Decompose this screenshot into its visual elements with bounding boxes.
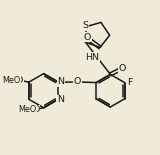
Text: MeO: MeO [2,76,20,85]
Text: S: S [82,21,88,30]
Text: N: N [57,77,64,86]
Text: MeO: MeO [19,105,37,114]
Text: F: F [127,78,132,87]
Text: O: O [32,105,39,114]
Text: O: O [119,64,126,73]
Text: O: O [84,33,91,42]
Text: HN: HN [85,53,100,62]
Text: O: O [16,76,23,85]
Text: N: N [57,95,64,104]
Text: O: O [74,77,81,86]
